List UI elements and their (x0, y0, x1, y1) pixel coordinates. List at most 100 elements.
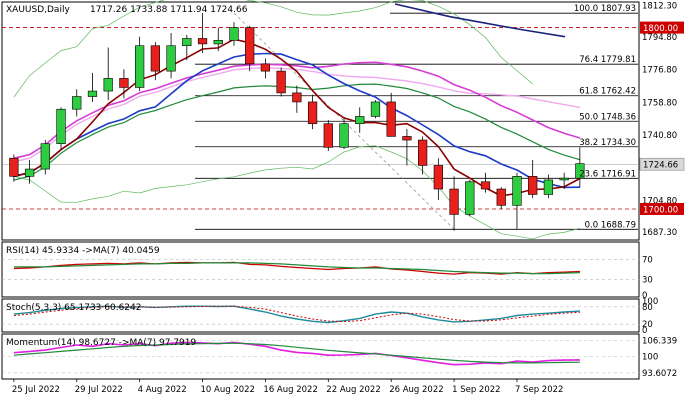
date-label: 10 Aug 2022 (201, 385, 255, 395)
ma-navy-line (394, 3, 566, 38)
indicator-tick-label: 106.339 (642, 336, 677, 346)
stoch-title: Stoch(5,3,3) 65.1733 60.6242 (6, 303, 141, 313)
candle-body (276, 70, 286, 94)
date-label: 22 Aug 2022 (326, 385, 380, 395)
indicator-tick-label: 93.6072 (642, 369, 677, 379)
price-tick-label: 1687.30 (642, 228, 677, 238)
indicator-tick-label: 30 (642, 276, 653, 286)
price-tick-label: 1740.80 (642, 131, 677, 141)
red-level-box (640, 21, 684, 34)
candle-body (87, 90, 98, 97)
candle-body (229, 27, 239, 41)
candle-body (292, 92, 302, 103)
candle-body (355, 116, 365, 125)
fib-level-label: 61.8 1762.42 (579, 87, 636, 97)
ma-pink-line (13, 67, 581, 163)
candle-body (166, 45, 176, 72)
current-price-label: 1724.66 (643, 161, 678, 171)
candle-body (402, 136, 412, 141)
price-tick-label: 1704.80 (642, 196, 677, 206)
stoch-panel (1, 298, 640, 333)
indicator-series-line (13, 305, 580, 324)
candle-body (103, 78, 113, 92)
indicator-tick-label: 100 (642, 353, 658, 363)
indicator-tick-label: 100 (642, 297, 658, 307)
symbol-label: XAUUSD,Daily (6, 5, 70, 15)
candle-body (433, 165, 443, 190)
candle-body (56, 108, 66, 144)
indicator-tick-label: 80 (642, 303, 653, 313)
red-level-label: 1800.00 (643, 24, 678, 34)
candle-body (72, 96, 82, 110)
indicator-tick-label: 70 (642, 255, 653, 265)
candle-body (197, 38, 208, 45)
fib-level-label: 0.0 1688.79 (585, 220, 636, 230)
date-label: 7 Sep 2022 (515, 385, 563, 395)
candle-body (24, 168, 35, 177)
indicator-grid (2, 258, 639, 374)
fib-level-label: 23.6 1716.91 (579, 169, 636, 179)
candle-body (323, 123, 333, 148)
candle-body (575, 163, 585, 179)
price-tick-label: 1812.30 (642, 1, 677, 11)
current-price-box (639, 157, 685, 171)
price-tick-label: 1758.80 (642, 98, 677, 108)
date-label: 29 Jul 2022 (75, 385, 123, 395)
candle-body (480, 181, 491, 190)
candle-body (339, 123, 349, 148)
indicator-series-line (13, 305, 580, 323)
date-label: 26 Aug 2022 (389, 385, 443, 395)
indicator-lines (13, 261, 580, 366)
indicator-series-line (13, 262, 580, 275)
date-label: 25 Jul 2022 (12, 385, 60, 395)
indicator-series-line (13, 342, 580, 364)
candle-body (528, 176, 538, 195)
candle-body (307, 101, 318, 125)
candle-body (418, 139, 428, 166)
candle-body (213, 39, 223, 45)
axis-labels: 1812.30 1794.80 1776.80 1758.80 1740.80 1704.… (12, 1, 685, 395)
bollinger-lower (13, 145, 580, 240)
date-label: 1 Sep 2022 (452, 385, 500, 395)
candle-body (260, 63, 271, 72)
indicator-tick-label: 0 (642, 291, 647, 301)
candle-body (135, 45, 145, 88)
indicator-series-line (13, 341, 580, 366)
candle-body (559, 177, 569, 181)
rsi-title: RSI(14) 45.9334 ->MA(7) 40.0459 (6, 246, 160, 256)
ohlc-readout: 1717.26 1733.88 1711.94 1724.66 (90, 5, 248, 15)
fib-level-label: 50.0 1748.36 (579, 112, 636, 122)
candle-body (119, 78, 129, 88)
candle-body (150, 45, 160, 72)
candle-body (496, 188, 506, 206)
price-tick-label: 1776.80 (642, 66, 677, 76)
candle-body (543, 179, 554, 195)
candle-body (40, 143, 50, 170)
ma-blue-line (13, 52, 580, 189)
candle-body (512, 176, 522, 206)
fib-level-label: 76.4 1779.81 (579, 55, 636, 65)
candle-body (9, 157, 19, 177)
momentum-title: Momentum(14) 98.6727 ->MA(7) 97.7919 (6, 338, 197, 348)
red-level-box (640, 202, 684, 215)
bollinger-upper (13, 0, 533, 98)
price-overlays (13, 0, 581, 240)
candle-body (370, 101, 381, 117)
ma-magenta-line (13, 61, 581, 159)
indicator-tick-label: 0 (642, 326, 647, 336)
candle-body (465, 181, 475, 215)
price-tick-label: 1794.80 (642, 33, 677, 43)
fib-level-label: 100.0 1807.93 (574, 4, 636, 14)
candle-body (386, 101, 396, 137)
fib-level-label: 38.2 1734.30 (579, 138, 636, 148)
red-level-label: 1700.00 (643, 205, 678, 215)
candle-body (245, 27, 255, 65)
candle-body (182, 38, 192, 47)
date-label: 4 Aug 2022 (138, 385, 187, 395)
candle-body (449, 188, 459, 215)
indicator-tick-label: 20 (642, 320, 653, 330)
date-label: 16 Aug 2022 (263, 385, 317, 395)
candles (9, 13, 585, 231)
